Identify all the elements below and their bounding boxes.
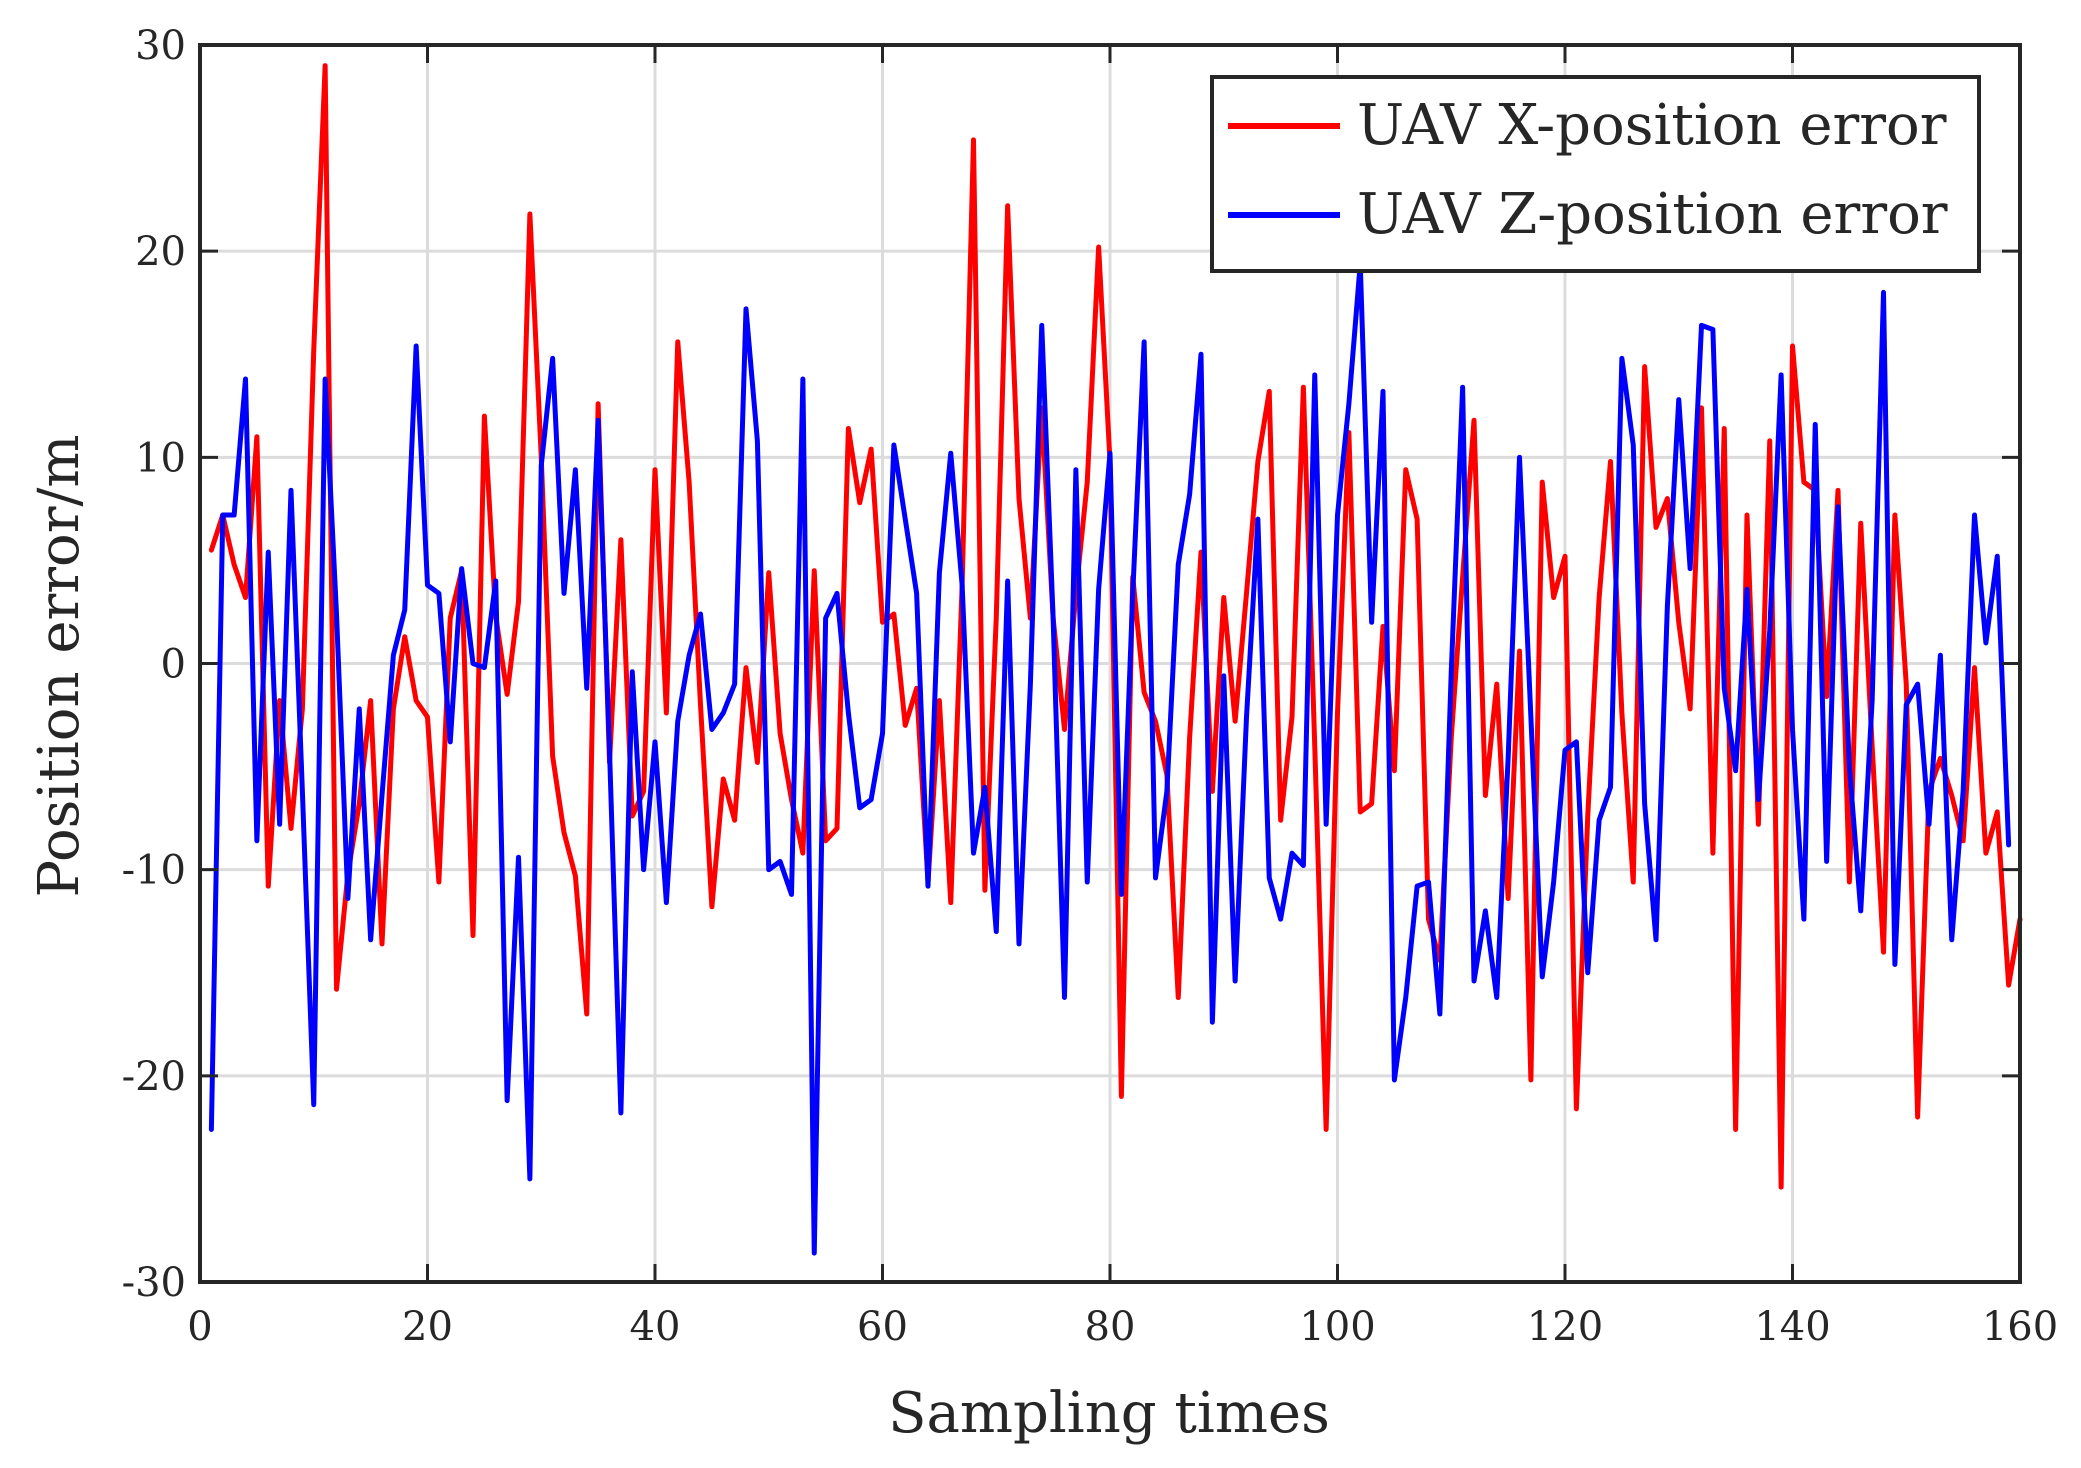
- y-tick-label: 0: [161, 642, 186, 688]
- x-tick-label: 160: [1982, 1304, 2058, 1350]
- x-tick-label: 120: [1527, 1304, 1603, 1350]
- x-tick-label: 140: [1754, 1304, 1830, 1350]
- x-tick-label: 40: [630, 1304, 681, 1350]
- y-tick-label: 10: [135, 435, 186, 481]
- series-lines: [208, 63, 2023, 1256]
- y-axis-title: Position error/m: [27, 435, 92, 898]
- ticks: [198, 43, 2022, 1284]
- series-line-z-position: [208, 261, 2012, 1256]
- y-tick-label: 20: [135, 229, 186, 275]
- series-line-x-position: [208, 63, 2023, 1190]
- x-axis-tick-labels: 0 20 40 60 80 100 120 140 160: [187, 1304, 2058, 1350]
- y-tick-label: 30: [135, 23, 186, 69]
- y-axis-tick-labels: -30 -20 -10 0 10 20 30: [122, 23, 186, 1306]
- x-tick-label: 80: [1085, 1304, 1136, 1350]
- y-tick-label: -30: [122, 1260, 186, 1306]
- legend: UAV X-position error UAV Z-position erro…: [1210, 75, 1981, 273]
- x-tick-label: 20: [402, 1304, 453, 1350]
- legend-box: [1210, 75, 1981, 273]
- legend-label-x-position: UAV X-position error: [1357, 93, 1947, 158]
- x-tick-label: 100: [1299, 1304, 1375, 1350]
- x-tick-label: 60: [857, 1304, 908, 1350]
- x-tick-label: 0: [187, 1304, 212, 1350]
- y-tick-label: -10: [122, 848, 186, 894]
- x-axis-title: Sampling times: [888, 1381, 1330, 1446]
- legend-label-z-position: UAV Z-position error: [1357, 182, 1948, 247]
- y-tick-label: -20: [122, 1054, 186, 1100]
